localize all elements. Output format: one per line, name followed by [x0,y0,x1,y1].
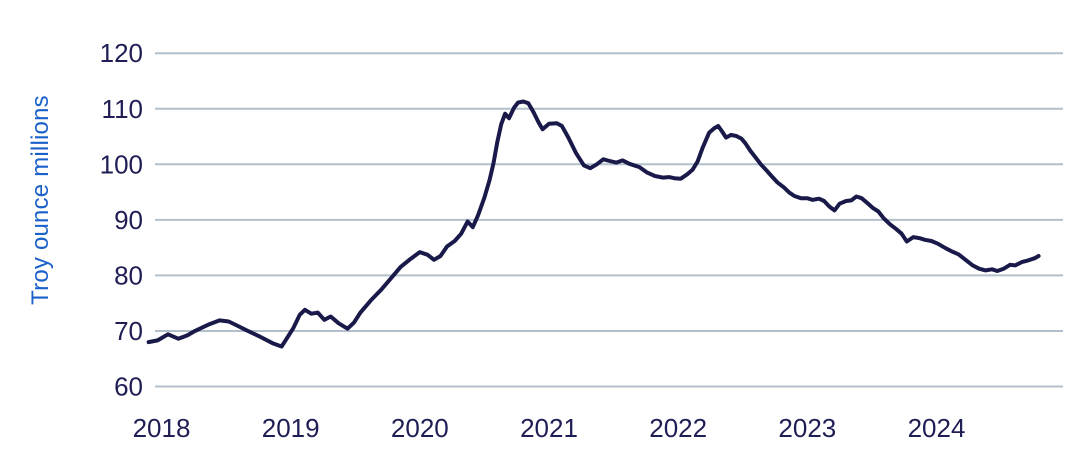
y-axis-title: Troy ounce millions [27,95,54,305]
y-tick-label: 100 [100,149,143,179]
x-tick-label: 2021 [520,413,578,443]
y-tick-label: 110 [102,94,143,124]
y-tick-label: 80 [114,260,143,290]
x-tick-label: 2019 [262,413,320,443]
y-tick-label: 90 [114,205,143,235]
data-series-line [146,99,1041,349]
x-tick-label: 2023 [778,413,836,443]
x-tick-label: 2020 [391,413,449,443]
y-tick-label: 120 [100,38,143,68]
x-tick-label: 2022 [649,413,707,443]
y-tick-label: 70 [114,316,143,346]
x-tick-label: 2024 [908,413,966,443]
y-tick-label: 60 [114,372,143,402]
x-tick-label: 2018 [133,413,191,443]
